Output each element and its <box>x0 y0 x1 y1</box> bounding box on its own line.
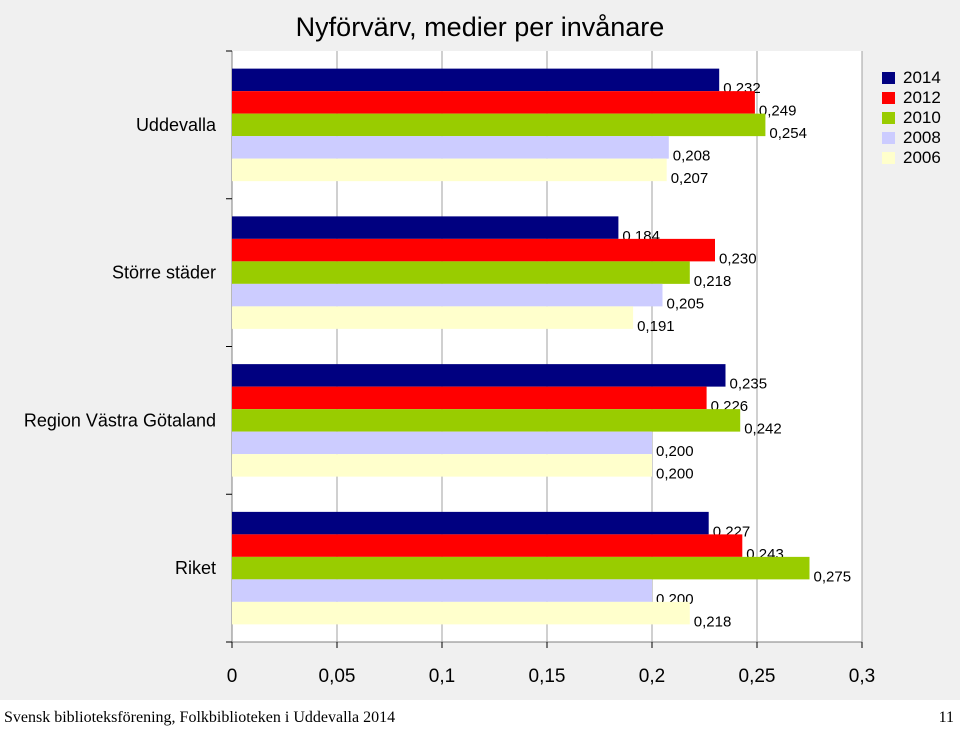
bar <box>232 113 766 137</box>
x-tick-label: 0,05 <box>319 666 356 687</box>
data-label: 0,200 <box>656 443 694 460</box>
chart-title: Nyförvärv, medier per invånare <box>295 12 665 42</box>
legend-item: 2010 <box>882 108 941 128</box>
legend-label: 2012 <box>903 88 941 107</box>
legend-item: 2014 <box>882 68 941 88</box>
data-label: 0,275 <box>814 568 852 585</box>
x-tick-label: 0,3 <box>849 666 875 687</box>
bar <box>232 364 726 387</box>
x-tick-label: 0 <box>227 666 238 687</box>
bar <box>232 91 755 114</box>
bar <box>232 238 715 262</box>
legend-swatch <box>882 132 895 144</box>
data-label: 0,191 <box>637 318 675 335</box>
bar-chart: 0,2320,2490,2540,2080,207Uddevalla0,1840… <box>24 50 875 687</box>
data-label: 0,254 <box>769 125 807 142</box>
bar <box>232 306 634 329</box>
bar <box>232 534 743 557</box>
bar <box>232 136 669 159</box>
chart-area: 0,232 0,249 0,254 0,208 0,207 Uddevalla 0,184 0… <box>0 0 960 700</box>
legend-swatch <box>882 72 895 84</box>
legend-label: 2008 <box>903 128 941 147</box>
bar <box>232 601 690 625</box>
legend-swatch <box>882 112 895 124</box>
bar <box>232 68 720 92</box>
legend-label: 2014 <box>903 68 941 87</box>
bar <box>232 216 619 239</box>
bar <box>232 511 709 535</box>
bar <box>232 454 652 477</box>
legend-item: 2006 <box>882 148 941 168</box>
category-label: Större städer <box>112 263 216 283</box>
bar <box>232 386 707 410</box>
legend-swatch <box>882 152 895 164</box>
data-label: 0,207 <box>671 170 709 187</box>
bar <box>232 556 810 580</box>
bar <box>232 158 667 182</box>
footer: Svensk biblioteksförening, Folkbibliotek… <box>0 700 960 730</box>
legend-label: 2010 <box>903 108 941 127</box>
footer-source: Svensk biblioteksförening, Folkbibliotek… <box>4 709 396 726</box>
legend-label: 2006 <box>903 148 941 167</box>
data-label: 0,200 <box>656 466 694 483</box>
category-label: Riket <box>175 558 216 578</box>
category-label: Region Västra Götaland <box>24 410 216 430</box>
data-label: 0,230 <box>719 250 757 267</box>
legend-item: 2012 <box>882 88 941 108</box>
legend-swatch <box>882 92 895 104</box>
bar <box>232 409 741 432</box>
data-label: 0,205 <box>667 295 705 312</box>
x-tick-label: 0,1 <box>429 666 455 687</box>
data-label: 0,218 <box>694 273 732 290</box>
legend: 2014 2012 2010 2008 2006 <box>882 68 941 168</box>
data-label: 0,218 <box>694 613 732 630</box>
data-label: 0,249 <box>759 103 797 120</box>
x-tick-label: 0,15 <box>529 666 566 687</box>
bar <box>232 261 690 284</box>
x-tick-label: 0,25 <box>739 666 776 687</box>
data-label: 0,235 <box>730 376 768 393</box>
data-label: 0,242 <box>744 421 782 438</box>
category-label: Uddevalla <box>136 115 217 135</box>
bar <box>232 579 652 602</box>
legend-item: 2008 <box>882 128 941 148</box>
page-number: 11 <box>938 709 954 726</box>
bar <box>232 431 652 455</box>
data-label: 0,208 <box>673 148 711 165</box>
x-tick-label: 0,2 <box>639 666 665 687</box>
bar <box>232 283 663 307</box>
